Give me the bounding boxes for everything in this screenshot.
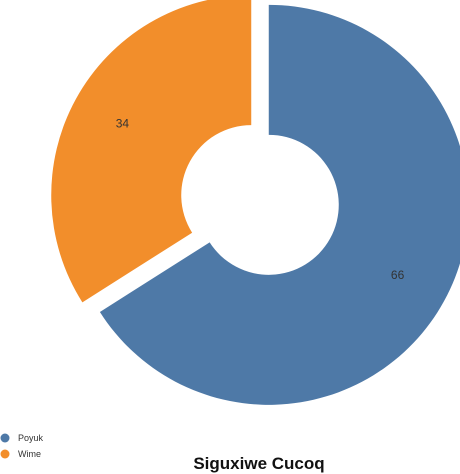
slice-value-label: 66	[391, 268, 405, 282]
slice-poyuk	[99, 4, 460, 405]
slice-labels-group: 66 34	[116, 117, 405, 282]
legend-swatch-wime	[0, 449, 10, 459]
slices-group	[51, 0, 460, 405]
legend-label-poyuk: Poyuk	[18, 433, 44, 443]
legend-label-wime: Wime	[18, 449, 41, 459]
slice-wime	[51, 0, 252, 303]
slice-value-label: 34	[116, 117, 130, 131]
legend-swatch-poyuk	[0, 433, 10, 443]
chart-title: Siguxiwe Cucoq	[193, 454, 324, 473]
legend: Poyuk Wime	[0, 433, 44, 459]
